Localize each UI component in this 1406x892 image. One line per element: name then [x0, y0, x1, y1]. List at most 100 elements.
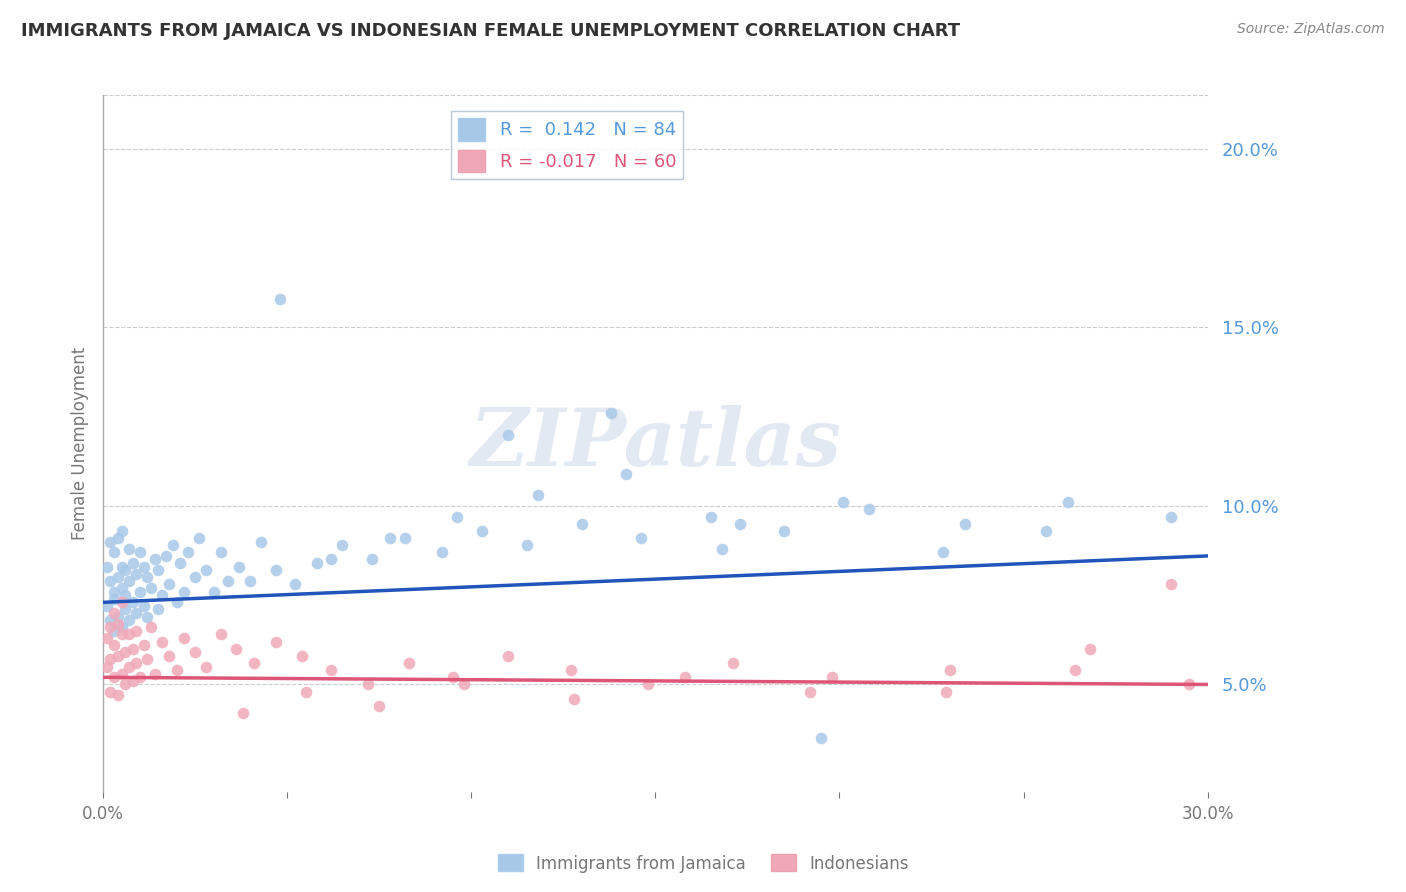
- Point: [150, 588, 173, 602]
- Point: [166, 663, 188, 677]
- Point: [380, 531, 402, 545]
- Point: [143, 552, 166, 566]
- Point: [243, 656, 266, 670]
- Point: [269, 292, 291, 306]
- Point: [110, 627, 132, 641]
- Point: [935, 684, 957, 698]
- Point: [394, 531, 416, 545]
- Point: [1056, 495, 1078, 509]
- Point: [118, 659, 141, 673]
- Point: [187, 531, 209, 545]
- Point: [110, 581, 132, 595]
- Point: [710, 541, 733, 556]
- Point: [136, 609, 159, 624]
- Point: [699, 509, 721, 524]
- Point: [202, 584, 225, 599]
- Point: [118, 627, 141, 641]
- Point: [100, 574, 122, 588]
- Point: [110, 666, 132, 681]
- Point: [250, 534, 273, 549]
- Point: [114, 602, 136, 616]
- Point: [471, 524, 494, 538]
- Point: [1064, 663, 1087, 677]
- Point: [291, 648, 314, 663]
- Point: [1078, 641, 1101, 656]
- Point: [107, 648, 129, 663]
- Point: [357, 677, 380, 691]
- Point: [136, 570, 159, 584]
- Point: [121, 673, 143, 688]
- Point: [114, 677, 136, 691]
- Point: [129, 584, 152, 599]
- Point: [121, 641, 143, 656]
- Point: [496, 427, 519, 442]
- Text: ZIPatlas: ZIPatlas: [470, 405, 841, 483]
- Point: [305, 556, 328, 570]
- Point: [571, 516, 593, 531]
- Point: [858, 502, 880, 516]
- Point: [368, 698, 391, 713]
- Point: [294, 684, 316, 698]
- Point: [103, 545, 125, 559]
- Point: [125, 566, 148, 581]
- Point: [1160, 577, 1182, 591]
- Text: Source: ZipAtlas.com: Source: ZipAtlas.com: [1237, 22, 1385, 37]
- Point: [195, 563, 218, 577]
- Point: [1160, 509, 1182, 524]
- Point: [515, 538, 537, 552]
- Point: [446, 509, 468, 524]
- Point: [264, 634, 287, 648]
- Point: [125, 656, 148, 670]
- Point: [118, 574, 141, 588]
- Point: [217, 574, 239, 588]
- Legend: R =  0.142   N = 84, R = -0.017   N = 60: R = 0.142 N = 84, R = -0.017 N = 60: [451, 112, 683, 178]
- Point: [114, 563, 136, 577]
- Point: [225, 641, 247, 656]
- Point: [100, 534, 122, 549]
- Point: [673, 670, 696, 684]
- Point: [321, 552, 343, 566]
- Point: [441, 670, 464, 684]
- Point: [157, 648, 180, 663]
- Point: [110, 620, 132, 634]
- Point: [232, 706, 254, 720]
- Point: [100, 613, 122, 627]
- Point: [721, 656, 744, 670]
- Point: [132, 599, 155, 613]
- Point: [148, 602, 170, 616]
- Point: [195, 659, 218, 673]
- Point: [560, 663, 582, 677]
- Text: IMMIGRANTS FROM JAMAICA VS INDONESIAN FEMALE UNEMPLOYMENT CORRELATION CHART: IMMIGRANTS FROM JAMAICA VS INDONESIAN FE…: [21, 22, 960, 40]
- Legend: Immigrants from Jamaica, Indonesians: Immigrants from Jamaica, Indonesians: [491, 847, 915, 880]
- Point: [114, 588, 136, 602]
- Point: [169, 556, 191, 570]
- Point: [103, 591, 125, 606]
- Point: [143, 666, 166, 681]
- Point: [129, 670, 152, 684]
- Point: [132, 638, 155, 652]
- Point: [1035, 524, 1057, 538]
- Point: [453, 677, 475, 691]
- Point: [321, 663, 343, 677]
- Point: [799, 684, 821, 698]
- Point: [939, 663, 962, 677]
- Point: [148, 563, 170, 577]
- Point: [100, 652, 122, 666]
- Point: [177, 545, 200, 559]
- Point: [155, 549, 177, 563]
- Point: [103, 638, 125, 652]
- Point: [100, 620, 122, 634]
- Point: [110, 595, 132, 609]
- Point: [600, 406, 623, 420]
- Point: [118, 613, 141, 627]
- Point: [637, 677, 659, 691]
- Point: [284, 577, 307, 591]
- Point: [107, 609, 129, 624]
- Point: [832, 495, 855, 509]
- Point: [430, 545, 453, 559]
- Point: [125, 624, 148, 638]
- Point: [139, 581, 162, 595]
- Point: [162, 538, 184, 552]
- Point: [526, 488, 548, 502]
- Point: [110, 524, 132, 538]
